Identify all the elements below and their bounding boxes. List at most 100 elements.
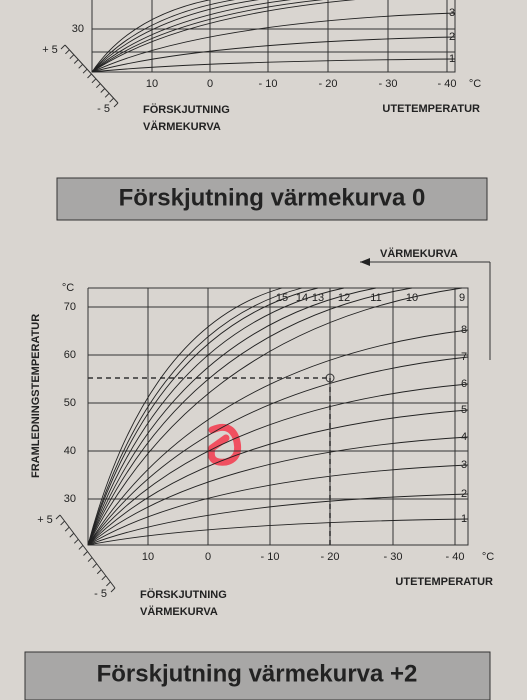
heat-curve: [87, 383, 469, 546]
heat-curve: [87, 464, 469, 546]
heat-curve: [91, 58, 456, 73]
shift-tick: [87, 557, 93, 562]
curve-label: 7: [461, 351, 467, 363]
y-tick-label: 70: [64, 301, 76, 313]
shift-tick: [91, 78, 97, 84]
heat-curve: [91, 12, 456, 73]
y-title: FRAMLEDNINGSTEMPERATUR: [30, 314, 42, 478]
x-tick-label: - 10: [259, 78, 278, 90]
caption-box: [24, 651, 491, 700]
curve-label: 9: [459, 292, 465, 304]
shift-tick: [65, 49, 70, 55]
curve-label: 6: [461, 378, 467, 390]
shift-tick: [106, 581, 111, 587]
heat-curve: [87, 436, 469, 546]
curve-label: 14: [296, 292, 308, 304]
heat-curve: [87, 287, 413, 546]
heat-curve: [91, 36, 456, 73]
heat-curve: [91, 0, 260, 73]
curve-label: 15: [276, 292, 288, 304]
shift-label: FÖRSKJUTNING: [143, 103, 230, 116]
shift-plus: + 5: [42, 44, 58, 56]
shift-tick: [110, 587, 116, 593]
x-tick-label: - 40: [446, 551, 465, 563]
heat-curve: [91, 0, 356, 73]
heat-curve: [87, 356, 469, 546]
arrow-head: [360, 258, 370, 266]
x-tick-label: 0: [205, 551, 211, 563]
shift-tick: [92, 563, 98, 569]
shift-tick: [69, 532, 75, 538]
curve-arrow-label: VÄRMEKURVA: [380, 247, 458, 260]
heat-curve: [91, 0, 292, 73]
shift-tick: [73, 538, 79, 544]
curve-label: 8: [461, 324, 467, 336]
x-tick-label: 0: [207, 78, 213, 90]
curve-label: 1: [461, 513, 467, 525]
x-title: UTETEMPERATUR: [395, 576, 493, 588]
curve-label: 4: [461, 431, 467, 443]
y-tick-label: 30: [64, 493, 76, 505]
shift-tick: [100, 88, 106, 93]
shift-tick: [83, 551, 88, 556]
heat-curve: [87, 518, 469, 546]
caption-box: [56, 177, 488, 221]
shift-tick: [109, 97, 114, 103]
heat-curve: [87, 287, 377, 546]
shift-minus: - 5: [94, 588, 107, 600]
y-tick-label: 60: [64, 349, 76, 361]
heat-curve: [91, 0, 236, 73]
shift-tick: [60, 44, 66, 50]
shift-label: FÖRSKJUTNING: [140, 588, 227, 601]
heat-curve: [87, 287, 345, 546]
heat-curve: [87, 493, 469, 546]
shift-label: VÄRMEKURVA: [143, 120, 221, 133]
heat-curve: [87, 287, 303, 546]
shift-tick: [113, 102, 119, 108]
arrow-line: [360, 261, 491, 360]
shift-tick: [73, 59, 79, 64]
x-tick-label: 10: [146, 78, 158, 90]
x-unit: °C: [482, 551, 494, 563]
x-tick-label: - 10: [261, 551, 280, 563]
shift-tick: [95, 83, 101, 89]
curve-label: 3: [461, 459, 467, 471]
heat-curve: [87, 329, 469, 546]
grid: [87, 287, 469, 546]
heat-curve: [87, 409, 469, 546]
x-tick-label: - 30: [384, 551, 403, 563]
shift-tick: [78, 545, 84, 550]
shift-tick: [78, 63, 84, 69]
shift-tick: [60, 520, 65, 526]
x-tick-label: - 40: [438, 78, 457, 90]
x-tick-label: - 30: [379, 78, 398, 90]
curve-label: 1: [449, 53, 455, 65]
y-tick-label: 30: [72, 23, 84, 35]
x-tick-label: - 20: [321, 551, 340, 563]
shift-tick: [64, 526, 70, 532]
curve-label: 2: [449, 31, 455, 43]
shift-plus: + 5: [37, 514, 53, 526]
heat-curve: [91, 0, 211, 73]
x-title: UTETEMPERATUR: [382, 103, 480, 115]
shift-tick: [55, 514, 61, 520]
shift-label: VÄRMEKURVA: [140, 605, 218, 618]
shift-tick: [104, 92, 110, 98]
y-tick-label: 40: [64, 445, 76, 457]
heat-curve: [87, 287, 463, 546]
shift-tick: [69, 54, 75, 60]
curve-label: 5: [461, 404, 467, 416]
caption: Förskjutning värmekurva +2: [97, 660, 418, 687]
x-unit: °C: [469, 78, 481, 90]
heat-curve: [87, 287, 319, 546]
curve-label: 10: [406, 292, 418, 304]
shift-minus: - 5: [97, 103, 110, 115]
shift-tick: [87, 73, 92, 79]
y-unit: °C: [62, 282, 74, 294]
x-tick-label: 10: [142, 551, 154, 563]
shift-tick: [82, 68, 88, 74]
heat-curve: [91, 0, 324, 73]
curve-label: 2: [461, 488, 467, 500]
